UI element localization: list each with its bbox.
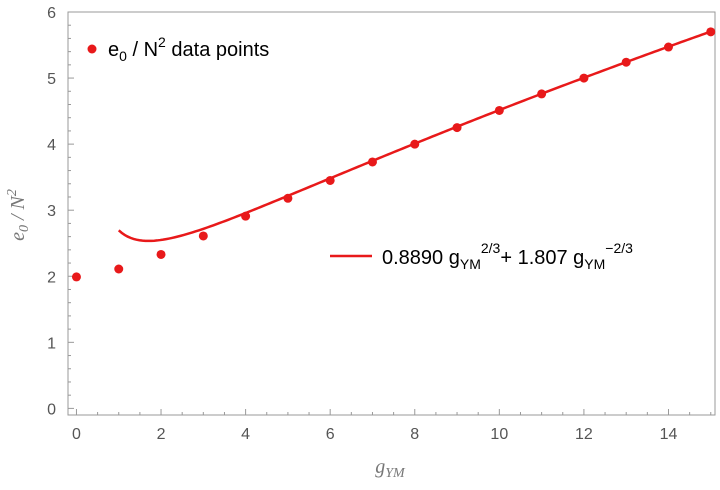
data-point — [663, 42, 673, 52]
x-tick-label: 12 — [575, 426, 593, 443]
data-point — [579, 73, 589, 83]
data-point — [367, 157, 377, 167]
y-tick-label: 0 — [47, 401, 56, 418]
legend-label-fit: 0.8890 gYM2/3+ 1.807 gYM−2/3 — [382, 240, 633, 272]
y-tick-label: 5 — [47, 71, 56, 88]
legend-data-points: e0 / N2 data points — [87, 34, 269, 64]
data-point — [71, 272, 81, 282]
x-tick-label: 10 — [490, 426, 508, 443]
data-point — [410, 139, 420, 149]
data-point — [706, 27, 716, 37]
x-axis-title: gYM — [375, 456, 406, 481]
y-tick-label: 3 — [47, 203, 56, 220]
data-point — [114, 264, 124, 274]
y-tick-label: 6 — [47, 5, 56, 22]
data-marks — [71, 27, 716, 282]
x-tick-label: 14 — [660, 426, 678, 443]
y-axis-title: e0 / N2 — [5, 189, 32, 241]
legend-label-data-points: e0 / N2 data points — [108, 34, 269, 64]
data-point — [283, 193, 293, 203]
legend-marker-dot — [87, 44, 97, 54]
y-tick-label: 4 — [47, 137, 56, 154]
data-point — [537, 89, 547, 99]
data-point — [241, 211, 251, 221]
data-point — [452, 123, 462, 133]
data-point — [156, 249, 166, 259]
y-tick-label: 1 — [47, 335, 56, 352]
data-point — [198, 231, 208, 241]
data-point — [494, 105, 504, 115]
x-tick-label: 6 — [326, 426, 335, 443]
plot-frame — [67, 11, 716, 416]
axis-ticks — [68, 11, 712, 415]
data-point — [621, 57, 631, 67]
x-tick-label: 4 — [241, 426, 250, 443]
data-point — [325, 175, 335, 185]
x-tick-label: 2 — [157, 426, 166, 443]
y-tick-label: 2 — [47, 269, 56, 286]
x-tick-label: 8 — [410, 426, 419, 443]
legend-fit-line: 0.8890 gYM2/3+ 1.807 gYM−2/3 — [330, 240, 633, 272]
x-tick-label: 0 — [72, 426, 81, 443]
